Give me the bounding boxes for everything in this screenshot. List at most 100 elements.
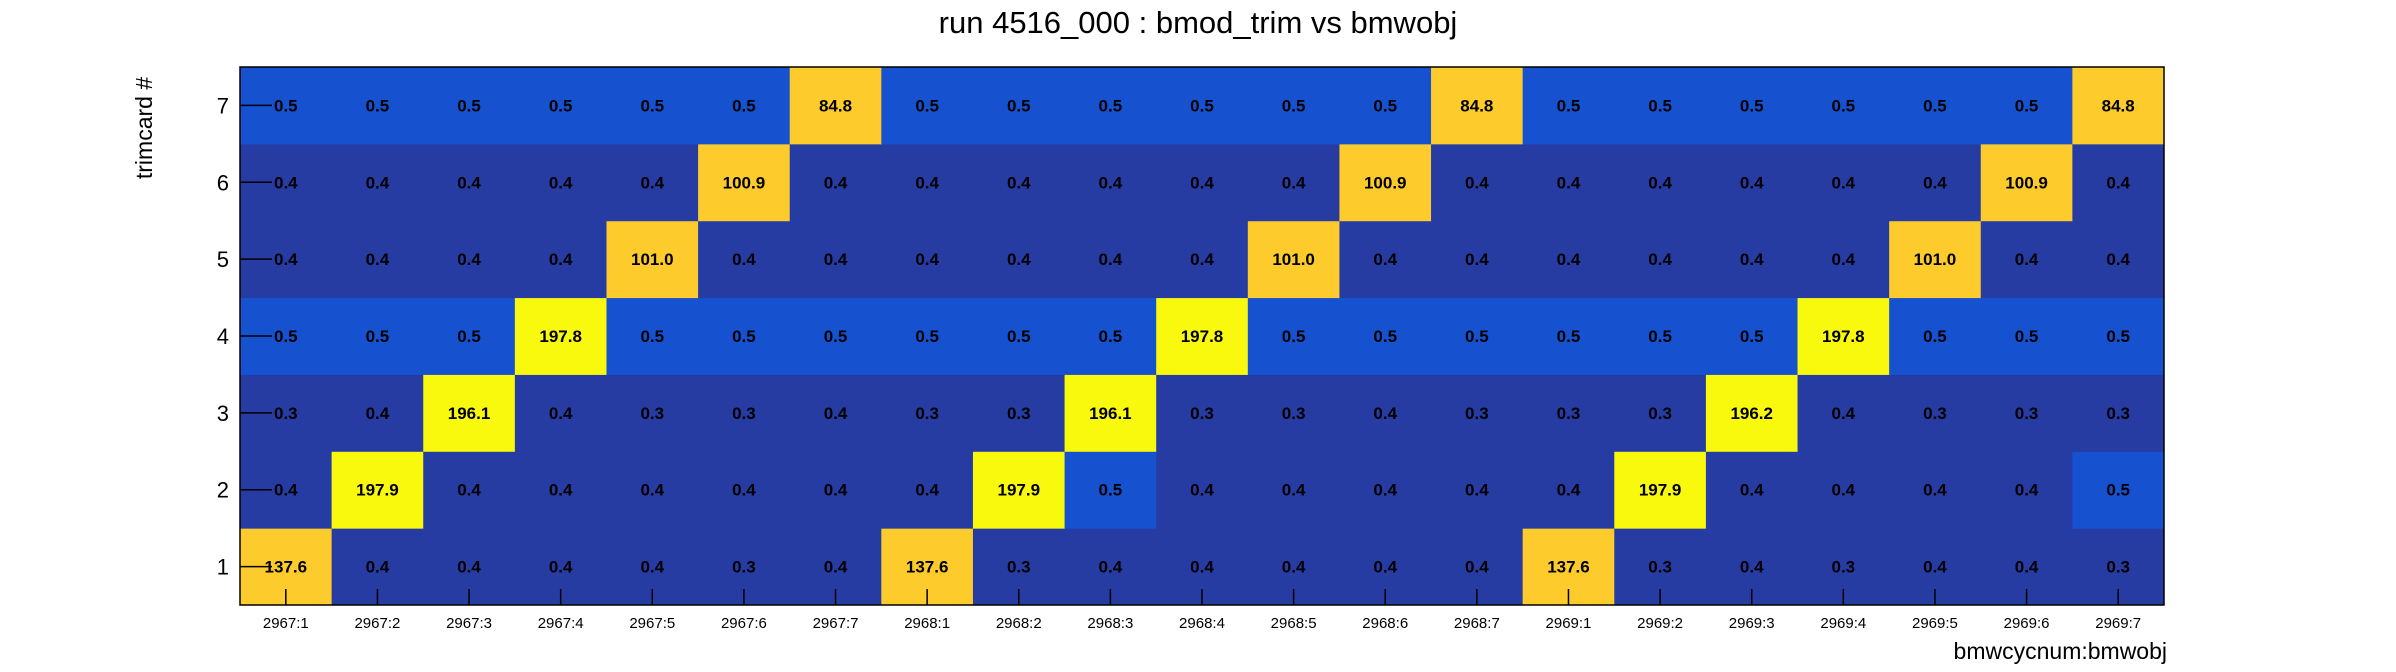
heatmap-cell (1705, 451, 1799, 529)
cell-value-label: 0.4 (824, 404, 848, 423)
heatmap-cell (1705, 220, 1799, 299)
cell-value-label: 0.5 (274, 96, 298, 115)
cell-value-label: 0.3 (732, 404, 756, 423)
cell-value-label: 0.5 (1007, 327, 1031, 346)
x-tick-label: 2968:2 (996, 615, 1042, 632)
heatmap-cell (1247, 220, 1340, 299)
y-tick-label: 5 (217, 247, 229, 272)
heatmap-cell (2072, 451, 2165, 529)
x-tick-label: 2968:1 (904, 615, 950, 632)
cell-value-label: 137.6 (1547, 558, 1590, 577)
heatmap-cell (1614, 451, 1707, 529)
cell-value-label: 84.8 (2102, 96, 2135, 115)
cell-value-label: 0.3 (640, 404, 664, 423)
cell-value-label: 0.5 (1099, 481, 1123, 500)
heatmap-cell (1431, 220, 1524, 299)
heatmap-cell (972, 220, 1066, 299)
cell-value-label: 0.4 (1557, 481, 1581, 500)
heatmap-cell (1339, 297, 1432, 375)
cell-value-label: 0.5 (1099, 327, 1123, 346)
cell-value-label: 0.3 (1007, 404, 1031, 423)
cell-value-label: 196.1 (448, 404, 491, 423)
cell-value-label: 0.4 (2015, 481, 2039, 500)
heatmap-cell (1797, 374, 1890, 452)
cell-value-label: 0.4 (366, 404, 390, 423)
cell-value-label: 0.5 (274, 327, 298, 346)
cell-value-label: 0.4 (732, 250, 756, 269)
cell-value-label: 0.5 (915, 327, 939, 346)
x-tick-label: 2968:5 (1271, 615, 1317, 632)
heatmap-cell (698, 67, 791, 145)
cell-value-label: 0.5 (1832, 96, 1856, 115)
heatmap-cell (606, 220, 699, 299)
heatmap-cell (1980, 143, 2073, 222)
x-tick-label: 2967:4 (538, 615, 584, 632)
heatmap-cell (1889, 374, 1982, 452)
heatmap-cell (1431, 297, 1524, 375)
x-tick-label: 2967:3 (446, 615, 492, 632)
cell-value-label: 0.4 (915, 250, 939, 269)
cell-value-label: 197.9 (997, 481, 1040, 500)
heatmap-cell (1614, 374, 1707, 452)
heatmap-cell (1431, 374, 1524, 452)
heatmap-cell (606, 143, 699, 222)
x-tick-label: 2969:2 (1637, 615, 1683, 632)
heatmap-cell (1339, 374, 1432, 452)
heatmap-cell (1522, 451, 1615, 529)
cell-value-label: 0.3 (915, 404, 939, 423)
cell-value-label: 0.3 (1465, 404, 1489, 423)
heatmap-cell (789, 451, 882, 529)
cell-value-label: 0.3 (1282, 404, 1306, 423)
x-tick-label: 2967:1 (263, 615, 309, 632)
heatmap-cell (606, 67, 699, 145)
cell-value-label: 0.5 (915, 96, 939, 115)
heatmap-cell (1156, 451, 1249, 529)
cell-value-label: 0.4 (1282, 481, 1306, 500)
heatmap-cell (1980, 297, 2073, 375)
cell-value-label: 0.4 (2106, 250, 2130, 269)
heatmap-cell (2072, 374, 2165, 452)
cell-value-label: 84.8 (819, 96, 852, 115)
heatmap-cell (2072, 67, 2165, 145)
heatmap-cell (789, 297, 882, 375)
cell-value-label: 0.4 (1648, 250, 1672, 269)
cell-value-label: 0.4 (1832, 250, 1856, 269)
heatmap-cell (1339, 143, 1432, 222)
heatmap-cell (1980, 220, 2073, 299)
heatmap-cell (881, 374, 974, 452)
heatmap-cell (331, 297, 424, 375)
cell-value-label: 0.4 (1923, 481, 1947, 500)
heatmap-cell (1247, 143, 1340, 222)
cell-value-label: 0.4 (824, 250, 848, 269)
cell-value-label: 0.4 (274, 481, 298, 500)
heatmap-cell (2072, 297, 2165, 375)
cell-value-label: 0.4 (1282, 173, 1306, 192)
heatmap-cell (1797, 143, 1890, 222)
cell-value-label: 0.4 (549, 173, 573, 192)
cell-value-label: 0.3 (1648, 404, 1672, 423)
cell-value-label: 101.0 (631, 250, 674, 269)
heatmap-cell (1614, 67, 1707, 145)
cell-value-label: 0.3 (1832, 558, 1856, 577)
heatmap-cell (1889, 220, 1982, 299)
heatmap-cell (1889, 451, 1982, 529)
cell-value-label: 0.4 (1557, 173, 1581, 192)
cell-value-label: 0.5 (1923, 96, 1947, 115)
cell-value-label: 0.4 (915, 173, 939, 192)
cell-value-label: 0.4 (549, 558, 573, 577)
heatmap-cell (606, 297, 699, 375)
heatmap-cell (1064, 143, 1157, 222)
cell-value-label: 0.5 (1282, 96, 1306, 115)
heatmap-cell (1889, 67, 1982, 145)
cell-value-label: 0.5 (1190, 96, 1214, 115)
heatmap-cell (789, 143, 882, 222)
x-tick-label: 2968:3 (1087, 615, 1133, 632)
cell-value-label: 0.4 (2015, 558, 2039, 577)
heatmap-cell (1064, 374, 1157, 452)
heatmap-cell (1705, 143, 1799, 222)
cell-value-label: 0.4 (549, 481, 573, 500)
cell-value-label: 0.4 (1740, 173, 1764, 192)
heatmap-cell (881, 143, 974, 222)
cell-value-label: 0.4 (549, 404, 573, 423)
cell-value-label: 0.4 (1465, 173, 1489, 192)
